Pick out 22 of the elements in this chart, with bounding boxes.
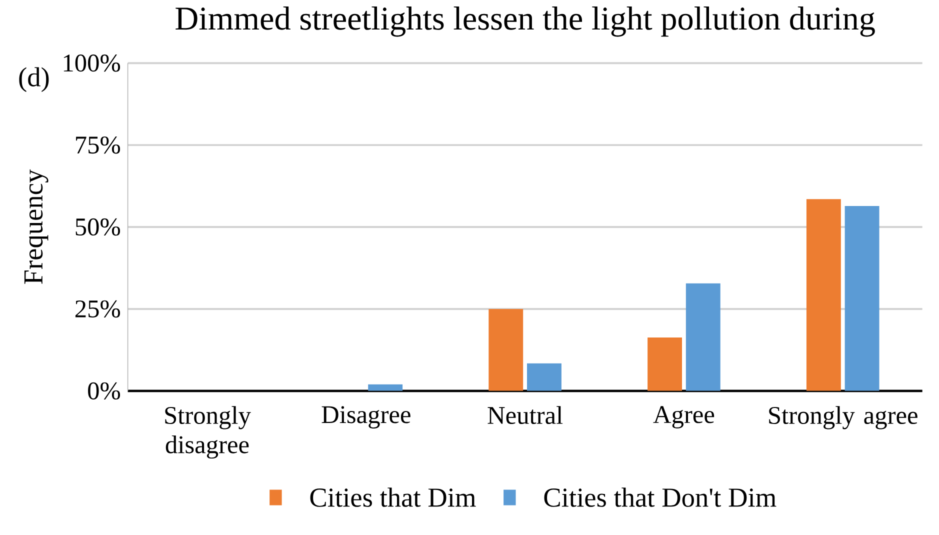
bar — [844, 206, 880, 391]
bar — [686, 283, 720, 391]
y-tick-label: 100% — [64, 54, 120, 72]
x-tick-label: Agree — [653, 406, 714, 428]
bar — [527, 363, 562, 391]
x-tick-label: Neutral — [488, 406, 563, 424]
text: (d) — [19, 67, 49, 92]
bar — [368, 384, 403, 391]
bar — [806, 198, 841, 391]
y-tick-label: 50% — [76, 218, 120, 236]
legend-label: Cities that Dim — [310, 487, 476, 507]
chart-title: Dimmed streetlights lessen the light pollution during — [176, 6, 875, 37]
legend-label: Cities that Don't Dim — [544, 487, 776, 507]
y-tick-label: 75% — [76, 136, 120, 154]
y-axis-title: Frequency — [24, 169, 48, 284]
x-tick-label: Strongly disagree — [165, 406, 251, 458]
x-tick-label: Disagree — [322, 406, 410, 428]
x-tick-label: Strongly agree — [769, 406, 918, 430]
y-tick-label: 25% — [75, 300, 120, 318]
bar — [648, 337, 682, 391]
y-tick-label: 0% — [88, 382, 120, 400]
bar — [488, 308, 524, 391]
